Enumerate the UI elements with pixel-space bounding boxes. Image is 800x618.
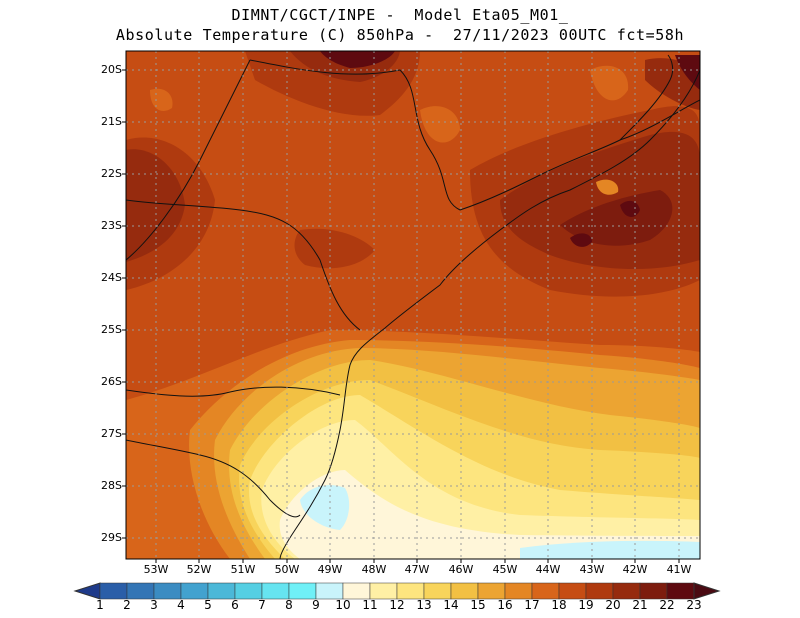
colorbar-swatch: [450, 582, 479, 600]
colorbar-swatch: [612, 582, 641, 600]
colorbar-label: 8: [285, 598, 293, 612]
lon-label: 45W: [492, 563, 518, 576]
map-frame: [125, 50, 701, 560]
colorbar-swatch: [180, 582, 209, 600]
colorbar-label: 22: [659, 598, 675, 612]
lon-label: 48W: [361, 563, 387, 576]
state-border-rj-mg: [459, 54, 674, 211]
colorbar-swatch: [558, 582, 587, 600]
colorbar-swatch: [531, 582, 560, 600]
colorbar-label: 2: [123, 598, 131, 612]
lon-label: 46W: [448, 563, 474, 576]
colorbar-arrow-right: [693, 582, 721, 600]
colorbar-label: 19: [578, 598, 594, 612]
field-23-north: [320, 51, 395, 68]
field-10-b: [520, 540, 700, 559]
axis-ticks: [122, 69, 680, 563]
colorbar-label: 11: [362, 598, 378, 612]
lat-label: 24S: [101, 271, 122, 284]
field-20-center: [294, 228, 375, 269]
lat-lon-grid: [126, 51, 700, 559]
colorbar-swatch: [477, 582, 506, 600]
colorbar-swatch: [342, 582, 371, 600]
lat-label: 28S: [101, 479, 122, 492]
colorbar: [73, 582, 721, 600]
colorbar-label: 23: [686, 598, 702, 612]
colorbar-label: 15: [470, 598, 486, 612]
field-17-blob: [596, 179, 619, 195]
lon-label: 42W: [622, 563, 648, 576]
colorbar-label: 14: [443, 598, 459, 612]
colorbar-swatch: [99, 582, 128, 600]
lat-label: 26S: [101, 375, 122, 388]
colorbar-swatch: [153, 582, 182, 600]
lat-label: 20S: [101, 63, 122, 76]
lat-label: 29S: [101, 531, 122, 544]
lon-label: 52W: [186, 563, 212, 576]
lon-label: 50W: [274, 563, 300, 576]
colorbar-swatch: [234, 582, 263, 600]
lon-label: 44W: [535, 563, 561, 576]
colorbar-swatch: [369, 582, 398, 600]
colorbar-swatch: [396, 582, 425, 600]
state-border-sc: [126, 386, 341, 397]
lon-label: 53W: [143, 563, 169, 576]
colorbar-swatch: [666, 582, 695, 600]
field-11: [279, 470, 700, 559]
colorbar-swatch: [639, 582, 668, 600]
lon-label: 47W: [404, 563, 430, 576]
state-border-pr: [126, 199, 361, 331]
colorbar-label: 6: [231, 598, 239, 612]
colorbar-label: 21: [632, 598, 648, 612]
lon-label: 51W: [230, 563, 256, 576]
colorbar-label: 3: [150, 598, 158, 612]
colorbar-arrow-left: [73, 582, 101, 600]
field-23-east: [620, 200, 640, 217]
colorbar-swatch: [585, 582, 614, 600]
field-18-blob-c: [590, 65, 629, 101]
colorbar-label: 17: [524, 598, 540, 612]
colorbar-label: 16: [497, 598, 513, 612]
lat-label: 21S: [101, 115, 122, 128]
state-border-es: [619, 99, 700, 141]
colorbar-label: 5: [204, 598, 212, 612]
colorbar-label: 4: [177, 598, 185, 612]
colorbar-swatch: [261, 582, 290, 600]
colorbar-label: 1: [96, 598, 104, 612]
colorbar-swatch: [288, 582, 317, 600]
colorbar-label: 12: [389, 598, 405, 612]
state-border-sp: [249, 59, 461, 211]
lat-label: 22S: [101, 167, 122, 180]
state-border-ms: [126, 59, 251, 261]
colorbar-label: 9: [312, 598, 320, 612]
lon-label: 43W: [579, 563, 605, 576]
field-23-east-b: [570, 233, 592, 247]
colorbar-swatch: [315, 582, 344, 600]
field-23-ne: [675, 55, 700, 90]
colorbar-swatch: [504, 582, 533, 600]
colorbar-swatch: [207, 582, 236, 600]
colorbar-label: 7: [258, 598, 266, 612]
field-21-west: [126, 149, 185, 262]
colorbar-swatch: [423, 582, 452, 600]
colorbar-label: 10: [335, 598, 351, 612]
lon-label: 49W: [317, 563, 343, 576]
map-title-line-1: DIMNT/CGCT/INPE - Model Eta05_M01_: [231, 6, 569, 24]
field-22-east: [560, 190, 673, 246]
field-10-a: [300, 485, 350, 530]
colorbar-label: 18: [551, 598, 567, 612]
lat-label: 27S: [101, 427, 122, 440]
colorbar-swatch: [126, 582, 155, 600]
map-title-line-2: Absolute Temperature (C) 850hPa - 27/11/…: [115, 26, 685, 44]
field-18-blob-b: [420, 106, 460, 143]
lat-label: 25S: [101, 323, 122, 336]
lon-label: 41W: [666, 563, 692, 576]
colorbar-label: 20: [605, 598, 621, 612]
colorbar-label: 13: [416, 598, 432, 612]
lat-label: 23S: [101, 219, 122, 232]
coastline: [279, 69, 700, 559]
